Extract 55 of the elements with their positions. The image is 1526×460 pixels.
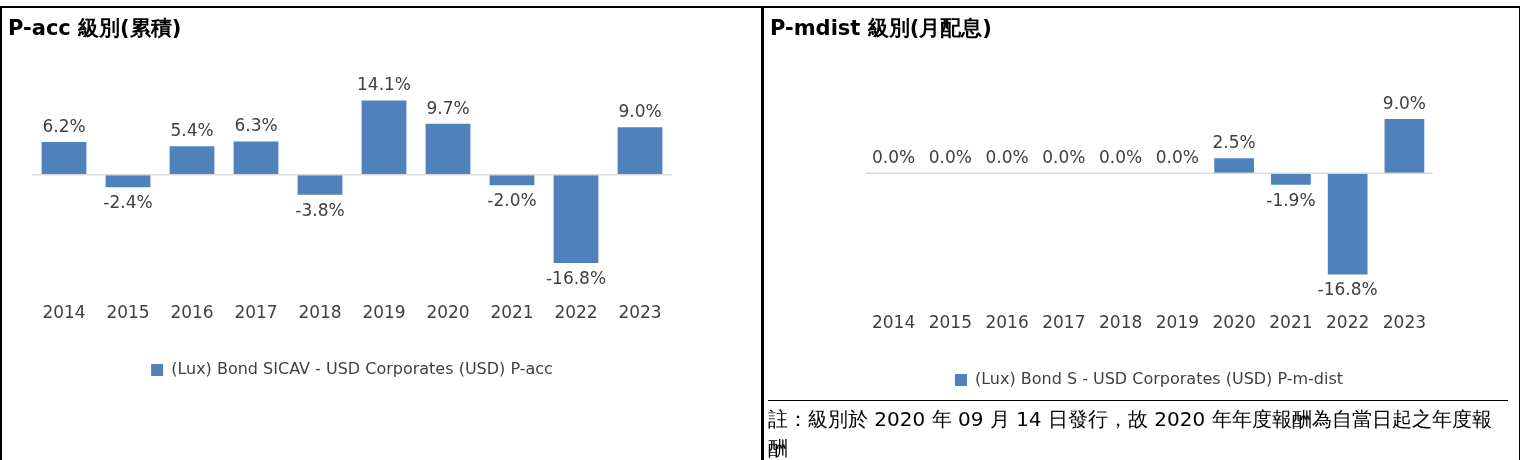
x-tick-label: 2020 bbox=[426, 302, 470, 323]
data-label: 9.0% bbox=[1382, 93, 1427, 114]
x-tick-label: 2022 bbox=[554, 302, 598, 323]
x-tick-label: 2016 bbox=[985, 312, 1029, 333]
x-tick-label: 2015 bbox=[928, 312, 972, 333]
data-label: 0.0% bbox=[985, 147, 1029, 168]
bar bbox=[105, 174, 151, 188]
bar bbox=[233, 141, 279, 175]
data-label: 0.0% bbox=[1099, 147, 1143, 168]
data-label: 9.7% bbox=[426, 97, 470, 118]
bar bbox=[489, 174, 535, 186]
x-tick-label: 2022 bbox=[1326, 312, 1370, 333]
data-label: -16.8% bbox=[1317, 279, 1378, 300]
x-tick-label: 2015 bbox=[106, 302, 150, 323]
data-label: 5.4% bbox=[170, 120, 214, 141]
x-tick-label: 2018 bbox=[1098, 312, 1143, 333]
x-tick-label: 2020 bbox=[1212, 312, 1256, 333]
x-tick-label: 2023 bbox=[1382, 312, 1427, 333]
data-label: -1.9% bbox=[1266, 189, 1316, 210]
x-tick-label: 2014 bbox=[871, 312, 916, 333]
x-tick-label: 2023 bbox=[618, 302, 662, 323]
bar bbox=[553, 174, 599, 264]
data-label: -2.0% bbox=[487, 190, 537, 211]
data-label: -2.4% bbox=[103, 192, 153, 213]
x-tick-label: 2017 bbox=[234, 302, 278, 323]
data-label: 0.0% bbox=[928, 147, 972, 168]
x-tick-label: 2016 bbox=[170, 302, 214, 323]
data-label: -16.8% bbox=[545, 268, 607, 289]
x-tick-label: 2021 bbox=[1269, 312, 1313, 333]
x-tick-label: 2017 bbox=[1042, 312, 1086, 333]
data-label: 0.0% bbox=[871, 147, 916, 168]
data-label: 6.2% bbox=[42, 116, 86, 136]
legend-label: (Lux) Bond S - USD Corporates (USD) P-m-dist bbox=[974, 369, 1344, 389]
data-label: 6.3% bbox=[234, 115, 278, 136]
x-tick-label: 2019 bbox=[362, 302, 406, 323]
x-tick-label: 2021 bbox=[490, 302, 534, 323]
bar bbox=[41, 142, 87, 175]
data-label: 14.1% bbox=[356, 74, 412, 95]
data-label: 0.0% bbox=[1042, 147, 1086, 168]
chart-title: P-mdist 級別(月配息) bbox=[770, 15, 992, 42]
bar bbox=[297, 174, 343, 195]
x-tick-label: 2014 bbox=[42, 302, 86, 323]
bar bbox=[169, 146, 215, 175]
text: 註：級別於 2020 年 09 月 14 日發行，故 2020 年年度報酬為自當日起之年度報酬 bbox=[768, 400, 1508, 460]
chart-title: P-acc 級別(累積) bbox=[8, 15, 182, 42]
data-label: 9.0% bbox=[618, 101, 662, 122]
legend-label: (Lux) Bond SICAV - USD Corporates (USD) P-acc bbox=[171, 359, 553, 379]
bar bbox=[361, 100, 407, 175]
bar bbox=[617, 127, 663, 175]
x-tick-label: 2018 bbox=[298, 302, 342, 323]
data-label: 2.5% bbox=[1212, 132, 1256, 153]
bar bbox=[425, 123, 471, 175]
data-label: 0.0% bbox=[1155, 147, 1199, 168]
x-tick-label: 2019 bbox=[1155, 312, 1200, 333]
data-label: -3.8% bbox=[295, 199, 345, 220]
